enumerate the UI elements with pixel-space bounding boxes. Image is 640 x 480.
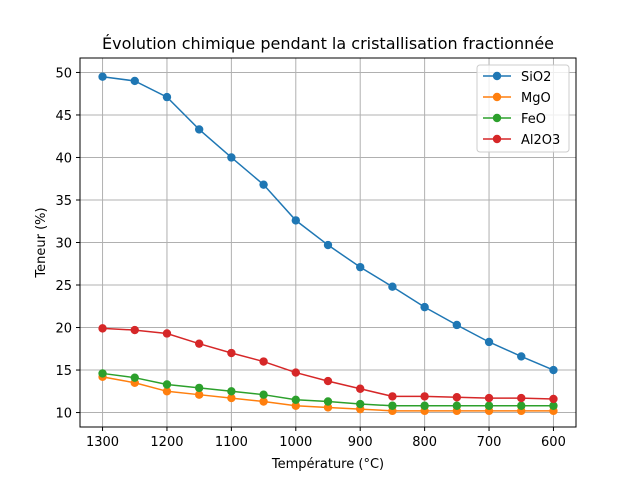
data-point-sio2 (323, 240, 333, 250)
data-point-sio2 (227, 153, 236, 162)
data-point-feo (549, 401, 558, 410)
x-tick-label: 1300 (86, 435, 119, 450)
data-point-al2o3 (130, 325, 139, 335)
data-point-feo (452, 401, 462, 410)
series-layer (98, 72, 558, 416)
series-al2o3 (98, 324, 558, 404)
data-point-sio2 (98, 72, 107, 81)
series-sio2 (98, 72, 558, 375)
data-point-mgo (162, 387, 172, 396)
data-point-al2o3 (194, 339, 204, 348)
data-point-al2o3 (484, 393, 494, 403)
data-point-feo (130, 373, 139, 382)
data-point-al2o3 (517, 393, 526, 403)
legend-item-al2o3: Al2O3 (483, 133, 560, 148)
data-point-feo (162, 380, 172, 389)
legend-label-mgo: MgO (521, 91, 551, 106)
data-point-al2o3 (356, 384, 365, 393)
legend-marker-al2o3 (492, 134, 502, 144)
data-point-sio2 (194, 125, 204, 134)
data-point-al2o3 (323, 376, 333, 386)
y-tick-label: 25 (55, 279, 72, 294)
data-point-sio2 (388, 282, 397, 291)
data-point-sio2 (130, 76, 139, 86)
y-tick-label: 30 (55, 237, 72, 252)
data-point-mgo (291, 401, 300, 410)
series-feo (98, 369, 558, 410)
data-point-sio2 (452, 320, 462, 330)
data-point-feo (517, 401, 526, 410)
data-point-sio2 (356, 262, 365, 272)
data-point-sio2 (291, 216, 300, 225)
x-tick-label: 1000 (279, 435, 312, 450)
data-point-mgo (259, 397, 268, 406)
y-axis-label: Teneur (%) (34, 207, 49, 278)
x-tick-label: 800 (412, 435, 437, 450)
data-point-mgo (323, 403, 333, 412)
data-point-al2o3 (162, 329, 172, 338)
data-point-feo (388, 401, 397, 410)
data-point-feo (194, 383, 204, 393)
data-point-feo (259, 390, 268, 399)
legend-box (476, 64, 570, 153)
legend-marker-mgo (492, 92, 502, 102)
y-tick-label: 45 (55, 109, 72, 124)
data-point-feo (98, 369, 107, 378)
legend-label-feo: FeO (521, 112, 546, 127)
data-point-al2o3 (259, 357, 268, 366)
data-point-sio2 (162, 92, 172, 102)
data-point-al2o3 (452, 393, 462, 402)
legend-label-sio2: SiO2 (521, 70, 551, 85)
data-point-feo (420, 401, 429, 410)
data-point-feo (356, 399, 365, 409)
data-point-al2o3 (227, 348, 236, 358)
x-tick-label: 600 (541, 435, 566, 450)
y-tick-label: 20 (55, 322, 72, 337)
data-point-feo (227, 387, 236, 396)
y-tick-label: 35 (55, 194, 72, 209)
data-point-mgo (227, 393, 236, 403)
legend-item-feo: FeO (483, 112, 546, 127)
x-tick-label: 700 (477, 435, 502, 450)
data-point-feo (291, 395, 300, 404)
data-point-al2o3 (388, 392, 397, 401)
data-point-feo (484, 401, 494, 410)
legend-item-sio2: SiO2 (483, 70, 551, 85)
data-point-al2o3 (291, 368, 300, 377)
data-point-al2o3 (549, 394, 558, 404)
data-point-sio2 (517, 352, 526, 361)
x-tick-label: 900 (348, 435, 373, 450)
data-point-sio2 (420, 302, 429, 312)
y-tick-label: 15 (55, 364, 72, 379)
data-point-al2o3 (98, 324, 107, 333)
data-point-sio2 (549, 365, 558, 375)
data-point-al2o3 (420, 392, 429, 401)
y-tick-label: 50 (55, 66, 72, 81)
axis-ticks: 1300 1200 1100 1000 900 800 700 600 10 15 20 25 30 35… (55, 66, 565, 450)
data-point-sio2 (484, 337, 494, 347)
legend-item-mgo: MgO (483, 91, 551, 106)
x-axis-label: Température (°C) (271, 457, 384, 472)
legend-marker-sio2 (492, 71, 502, 81)
legend-label-al2o3: Al2O3 (521, 133, 560, 148)
legend-marker-feo (492, 113, 502, 123)
data-point-sio2 (259, 180, 268, 189)
data-point-feo (323, 397, 333, 406)
legend: SiO2 MgO FeO Al2O3 (476, 64, 570, 153)
data-point-mgo (194, 390, 204, 399)
y-tick-label: 10 (55, 407, 72, 422)
x-tick-label: 1100 (215, 435, 248, 450)
x-tick-label: 1200 (150, 435, 183, 450)
y-tick-label: 40 (55, 151, 72, 166)
chart-title: Évolution chimique pendant la cristallis… (102, 34, 554, 53)
